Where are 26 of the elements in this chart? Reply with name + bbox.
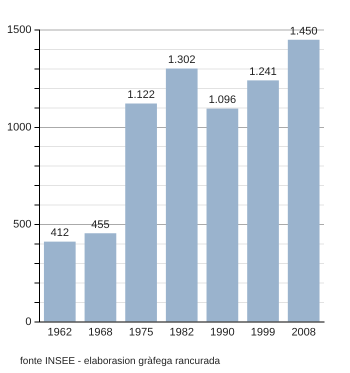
y-tick-label: 500 — [13, 218, 32, 231]
x-tick-label: 1990 — [210, 326, 235, 338]
x-tick-label: 1975 — [128, 326, 154, 338]
bar — [247, 80, 279, 322]
bar — [206, 108, 238, 322]
x-tick-label: 1982 — [169, 326, 194, 338]
x-tick-label: 1962 — [48, 326, 72, 338]
data-label: 455 — [91, 218, 110, 231]
bar — [125, 104, 157, 322]
x-tick-label: 1999 — [250, 326, 276, 338]
data-label: 1.450 — [290, 25, 318, 38]
bar — [44, 242, 76, 322]
y-tick-label: 1000 — [6, 121, 32, 134]
data-label: 1.302 — [168, 54, 196, 66]
bar — [84, 233, 116, 322]
data-label: 1.122 — [127, 89, 155, 102]
bar — [166, 68, 198, 322]
y-tick-label: 1500 — [6, 24, 32, 36]
data-label: 412 — [50, 227, 69, 240]
bar — [288, 40, 320, 322]
y-tick-label: 0 — [25, 316, 32, 328]
x-tick-label: 2008 — [291, 326, 316, 338]
source-note: fonte INSEE - elaborasion gràfega rancurada — [20, 356, 221, 367]
data-label: 1.096 — [208, 94, 236, 106]
data-label: 1.241 — [249, 66, 277, 78]
x-tick-label: 1968 — [88, 326, 113, 338]
